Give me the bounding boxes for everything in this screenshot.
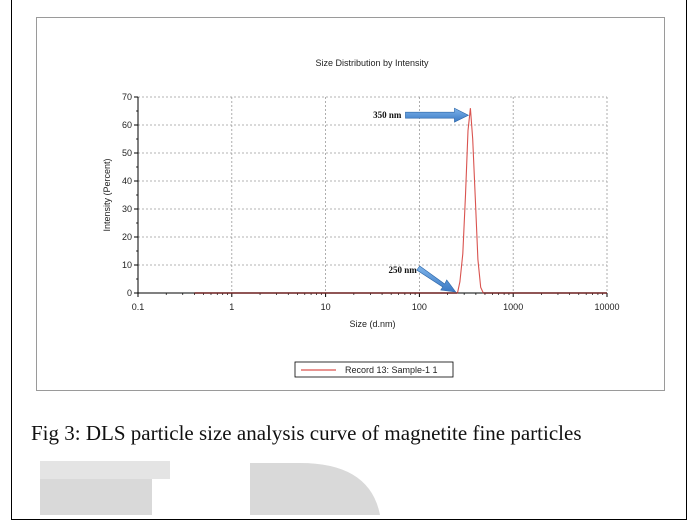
x-tick-label: 1000 bbox=[503, 302, 523, 312]
grid-lines bbox=[138, 97, 607, 293]
annotation-arrow bbox=[417, 266, 456, 292]
x-tick-label: 10000 bbox=[594, 302, 619, 312]
y-tick-label: 10 bbox=[122, 260, 132, 270]
annotation-arrow bbox=[405, 108, 468, 122]
chart-title: Size Distribution by Intensity bbox=[315, 58, 429, 68]
legend-label: Record 13: Sample-1 1 bbox=[345, 365, 438, 375]
y-tick-label: 20 bbox=[122, 232, 132, 242]
x-tick-label: 10 bbox=[321, 302, 331, 312]
axes: Size Distribution by Intensity 0 10 20 30 40 5… bbox=[102, 58, 620, 329]
x-tick-label: 1 bbox=[229, 302, 234, 312]
x-tick-label: 0.1 bbox=[132, 302, 145, 312]
y-tick-label: 40 bbox=[122, 176, 132, 186]
y-tick-label: 0 bbox=[127, 288, 132, 298]
x-axis-label: Size (d.nm) bbox=[349, 319, 395, 329]
y-tick-label: 70 bbox=[122, 92, 132, 102]
y-tick-label: 60 bbox=[122, 120, 132, 130]
annotation-label: 350 nm bbox=[373, 110, 402, 120]
y-axis-label: Intensity (Percent) bbox=[102, 158, 112, 231]
y-tick-label: 50 bbox=[122, 148, 132, 158]
dls-chart: Size Distribution by Intensity 0 10 20 30 40 5… bbox=[0, 0, 689, 420]
x-tick-label: 100 bbox=[412, 302, 427, 312]
y-tick-label: 30 bbox=[122, 204, 132, 214]
annotations: 350 nm 250 nm bbox=[373, 108, 468, 292]
annotation-label: 250 nm bbox=[388, 265, 417, 275]
watermark-logo bbox=[0, 455, 689, 515]
figure-caption: Fig 3: DLS particle size analysis curve … bbox=[31, 418, 671, 448]
legend: Record 13: Sample-1 1 bbox=[295, 362, 453, 377]
